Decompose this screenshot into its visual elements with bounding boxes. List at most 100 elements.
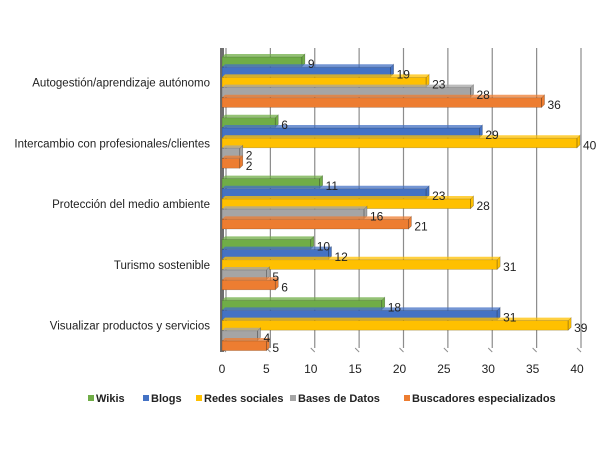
bar: [222, 310, 498, 320]
x-tick-label: 20: [393, 362, 407, 376]
bar-top: [222, 267, 270, 270]
bar: [222, 280, 276, 290]
data-label: 19: [397, 67, 411, 81]
data-label: 31: [503, 311, 517, 325]
bar: [222, 199, 471, 209]
x-tick-label: 30: [482, 362, 496, 376]
bar: [222, 341, 267, 351]
bar-top: [222, 246, 332, 250]
data-label: 40: [583, 138, 597, 152]
bar-top: [222, 175, 323, 179]
bar-outline: [221, 320, 569, 331]
bar-outline: [221, 158, 241, 169]
data-label: 2: [246, 159, 253, 173]
legend-item-buscadores-especializados[interactable]: Buscadores especializados: [404, 393, 556, 405]
bar: [222, 239, 311, 249]
bar: [222, 158, 240, 169]
category-label: Visualizar productos y servicios: [50, 321, 210, 333]
x-tick-label: 25: [437, 362, 451, 376]
bar: [222, 97, 542, 108]
bar-top: [222, 84, 474, 88]
category-label: Protección del medio ambiente: [52, 199, 210, 211]
data-label: 6: [281, 280, 288, 294]
bar-top: [222, 338, 270, 341]
bar-top: [222, 125, 483, 128]
data-label: 28: [477, 88, 491, 102]
gridline-floor: [576, 347, 582, 353]
bar: [222, 219, 409, 229]
legend-item-redes-sociales[interactable]: Redes sociales: [196, 393, 284, 405]
bar: [222, 270, 267, 280]
bar: [222, 128, 480, 138]
bar: [222, 117, 276, 128]
data-label: 28: [477, 199, 491, 213]
data-label: 31: [503, 260, 517, 274]
bar-top: [222, 297, 385, 301]
x-tick-label: 40: [570, 362, 584, 376]
bar-outline: [221, 259, 498, 270]
data-label: 16: [370, 209, 384, 223]
legend[interactable]: Wikis Blogs Redes sociales Bases de Datos Bu…: [88, 393, 556, 405]
bar-top: [222, 277, 279, 281]
x-tick-label: 0: [219, 362, 226, 376]
data-label: 39: [574, 321, 588, 335]
bar-top: [222, 256, 501, 260]
data-label: 29: [485, 128, 499, 142]
data-label: 9: [308, 57, 315, 71]
bar: [222, 178, 320, 189]
bar: [222, 300, 382, 310]
category-label: Intercambio con profesionales/clientes: [14, 138, 210, 150]
data-label: 23: [432, 189, 446, 203]
legend-label: Wikis: [96, 393, 125, 405]
bar-top: [222, 94, 545, 98]
data-label: 21: [414, 220, 428, 234]
bar-top: [222, 236, 314, 240]
legend-swatch: [290, 395, 296, 401]
bar-outline: [221, 219, 409, 230]
data-label: 5: [272, 341, 279, 355]
bar: [222, 67, 391, 77]
bar-top: [222, 216, 412, 220]
bar: [222, 57, 302, 67]
x-tick-labels: 0 5 10 15 20 25 30 35 40: [219, 362, 584, 376]
data-label: 36: [548, 98, 562, 112]
legend-item-blogs[interactable]: Blogs: [143, 393, 182, 405]
bar-top: [222, 206, 367, 210]
bar: [222, 138, 577, 148]
x-tick-label: 35: [526, 362, 540, 376]
data-label: 5: [272, 270, 279, 284]
gridline-floor: [487, 347, 493, 353]
legend-item-bases-de-datos[interactable]: Bases de Datos: [290, 393, 380, 405]
legend-swatch: [88, 395, 94, 401]
bar-top: [222, 64, 394, 68]
category-label: Turismo sostenible: [114, 260, 210, 272]
bar-top: [222, 155, 243, 159]
bar: [222, 77, 427, 87]
bar-outline: [221, 97, 542, 108]
data-label: 12: [335, 250, 349, 264]
bar-top: [222, 185, 430, 189]
legend-swatch: [196, 395, 202, 401]
bar-outline: [221, 340, 267, 351]
data-label: 4: [264, 331, 271, 345]
bar-outline: [221, 279, 276, 291]
bar-top: [222, 135, 580, 139]
gridline-floor: [399, 347, 404, 353]
gridline-floor: [443, 347, 449, 353]
legend-label: Redes sociales: [204, 393, 284, 405]
data-label: 11: [326, 179, 339, 193]
legend-label: Bases de Datos: [298, 393, 380, 405]
bar-top: [222, 196, 474, 199]
gridline-floor: [354, 347, 360, 353]
legend-item-wikis[interactable]: Wikis: [88, 393, 125, 405]
bar: [222, 320, 569, 331]
bar-top: [222, 327, 261, 331]
gridline-floor: [532, 347, 537, 353]
legend-label: Blogs: [151, 393, 182, 405]
x-tick-label: 5: [263, 362, 270, 376]
legend-label: Buscadores especializados: [412, 393, 556, 405]
category-label: Autogestión/aprendizaje autónomo: [32, 78, 210, 90]
data-labels: 9192328366294022112328162110123156183139…: [246, 57, 597, 355]
bar-outline: [221, 137, 578, 149]
